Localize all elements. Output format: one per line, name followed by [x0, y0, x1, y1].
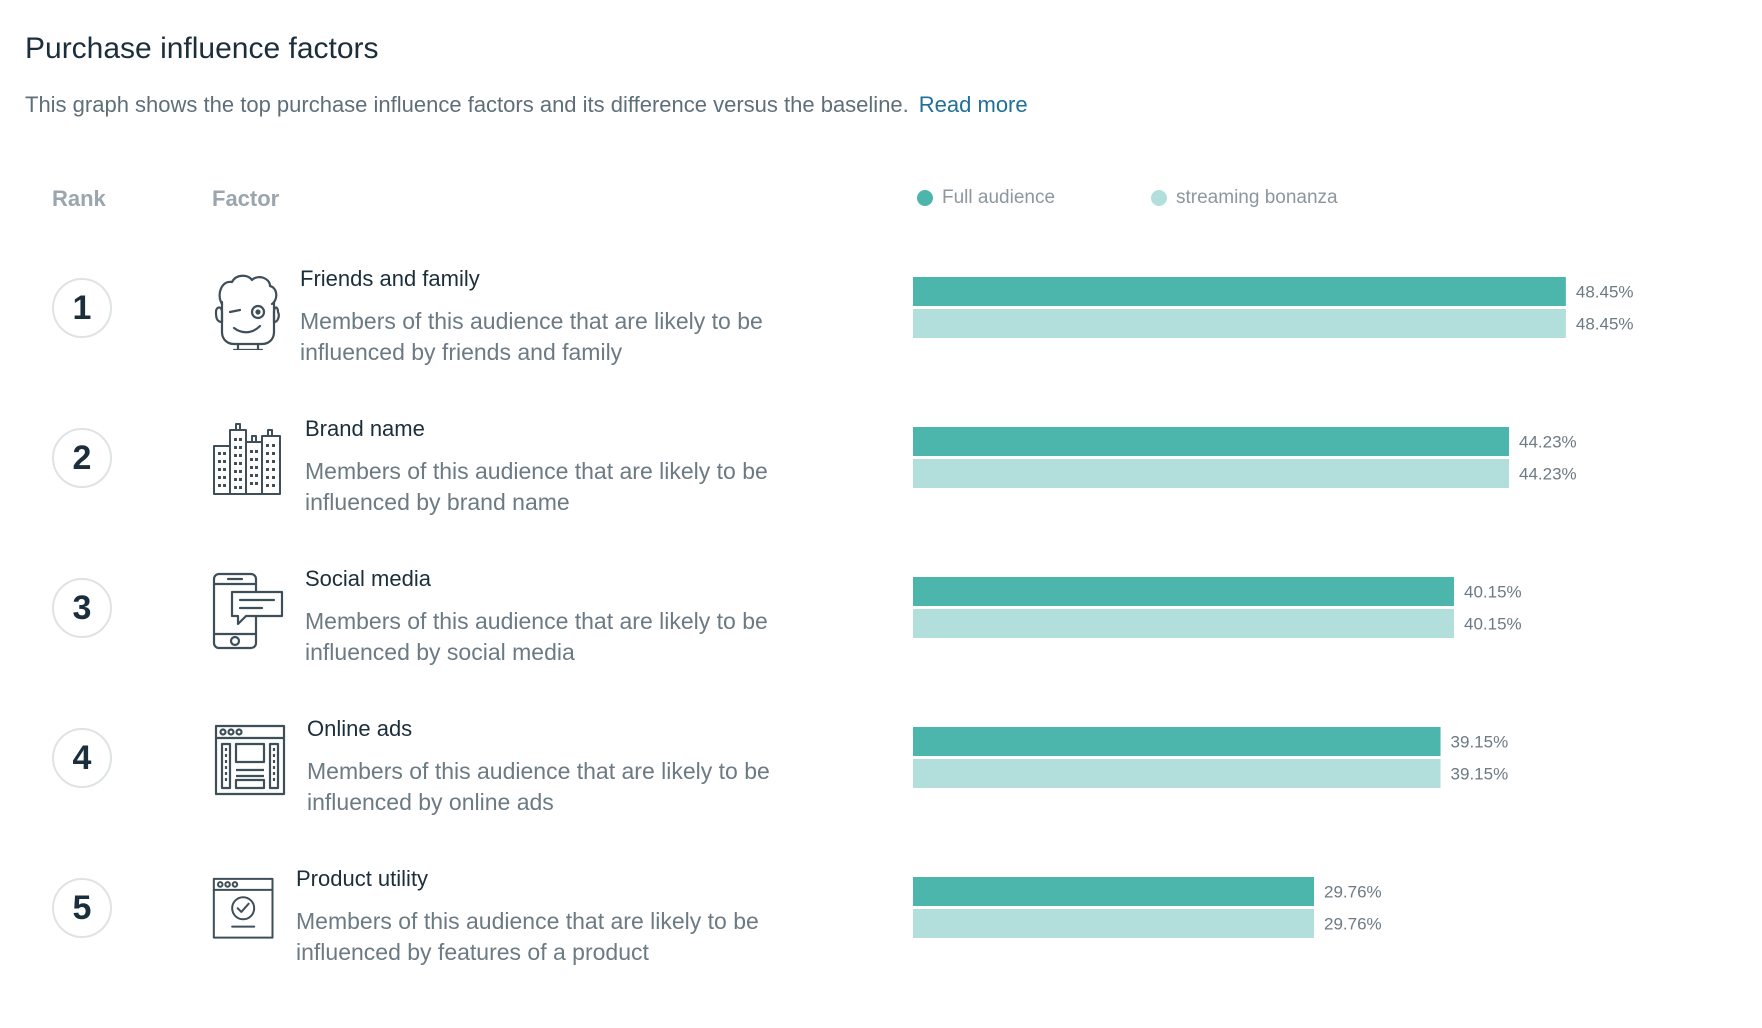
bar-value-label: 29.76% [1324, 915, 1382, 934]
factor-row: 2 [0, 416, 1762, 578]
factor-description: Members of this audience that are likely… [296, 908, 759, 965]
bar-value-label: 48.45% [1576, 283, 1634, 302]
bar-value-label: 44.23% [1519, 433, 1577, 452]
factor-row: 5 Product utility Members of this audien… [0, 866, 1762, 1028]
factor-name: Online ads [307, 716, 413, 741]
bar-full-audience [913, 427, 1509, 456]
legend-segment-label: streaming bonanza [1176, 187, 1338, 208]
buildings-icon [213, 423, 281, 495]
factor-description: Members of this audience that are likely… [307, 758, 770, 815]
factor-description: Members of this audience that are likely… [300, 308, 763, 365]
bar-value-label: 40.15% [1464, 583, 1522, 602]
bar-streaming-bonanza [913, 309, 1566, 338]
legend-full-audience: Full audience [917, 187, 1055, 209]
phone-chat-icon [212, 572, 284, 650]
rank-badge: 2 [52, 428, 112, 488]
bar-full-audience [913, 727, 1441, 756]
legend-segment-dot [1151, 190, 1167, 206]
bar-chart: 48.45% 48.45% 44.23% 44.23% 40.15% 40.15% 39.1… [913, 277, 1634, 938]
bar-streaming-bonanza [913, 759, 1441, 788]
description-text: This graph shows the top purchase influe… [25, 92, 909, 117]
bar-full-audience [913, 277, 1566, 306]
factor-name: Friends and family [300, 266, 480, 291]
bar-streaming-bonanza [913, 609, 1455, 638]
bar-streaming-bonanza [913, 459, 1509, 488]
factor-name: Brand name [305, 416, 425, 441]
rank-badge: 3 [52, 578, 112, 638]
legend-full-audience-label: Full audience [942, 187, 1056, 208]
legend-full-audience-dot [917, 190, 933, 206]
factor-name: Social media [305, 566, 431, 591]
friends-family-face-icon [214, 274, 280, 350]
page-title: Purchase influence factors [25, 32, 379, 65]
factor-name: Product utility [296, 866, 429, 891]
page-description: This graph shows the top purchase influe… [25, 92, 1028, 118]
bar-value-label: 48.45% [1576, 315, 1634, 334]
legend-segment: streaming bonanza [1151, 187, 1338, 209]
factor-row: 3 Social media Members of this audience … [0, 566, 1762, 728]
bar-value-label: 29.76% [1324, 883, 1382, 902]
browser-checkmark-icon [212, 877, 274, 939]
bar-value-label: 39.15% [1451, 765, 1509, 784]
browser-ads-icon [214, 724, 286, 796]
bar-value-label: 40.15% [1464, 615, 1522, 634]
bar-value-label: 39.15% [1451, 733, 1509, 752]
factor-description: Members of this audience that are likely… [305, 608, 768, 665]
bar-full-audience [913, 877, 1315, 906]
factor-description: Members of this audience that are likely… [305, 458, 768, 515]
factor-row: 1 Friends and family Members of this aud… [0, 266, 1762, 428]
bar-streaming-bonanza [913, 909, 1315, 938]
factor-row: 4 Online ads Members of this audience th… [0, 716, 1762, 878]
bar-full-audience [913, 577, 1455, 606]
rank-badge: 5 [52, 878, 112, 938]
rank-column-header: Rank [52, 186, 106, 211]
read-more-link[interactable]: Read more [918, 92, 1028, 117]
factor-column-header: Factor [212, 186, 280, 211]
rank-badge: 1 [52, 278, 112, 338]
bar-value-label: 44.23% [1519, 465, 1577, 484]
rank-badge: 4 [52, 728, 112, 788]
